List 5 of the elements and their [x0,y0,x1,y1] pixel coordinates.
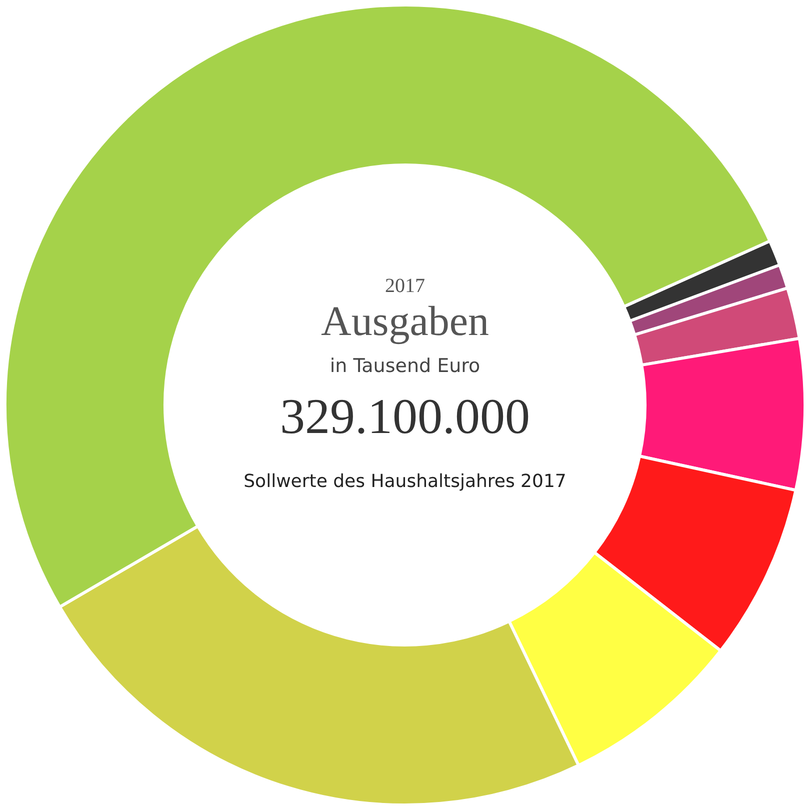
text: Sollwerte des Haushaltsjahres 2017 [244,471,566,492]
text: Ausgaben [321,299,489,345]
text: in Tausend Euro [330,355,480,377]
text: 329.100.000 [280,388,530,444]
text: 2017 [385,275,425,297]
